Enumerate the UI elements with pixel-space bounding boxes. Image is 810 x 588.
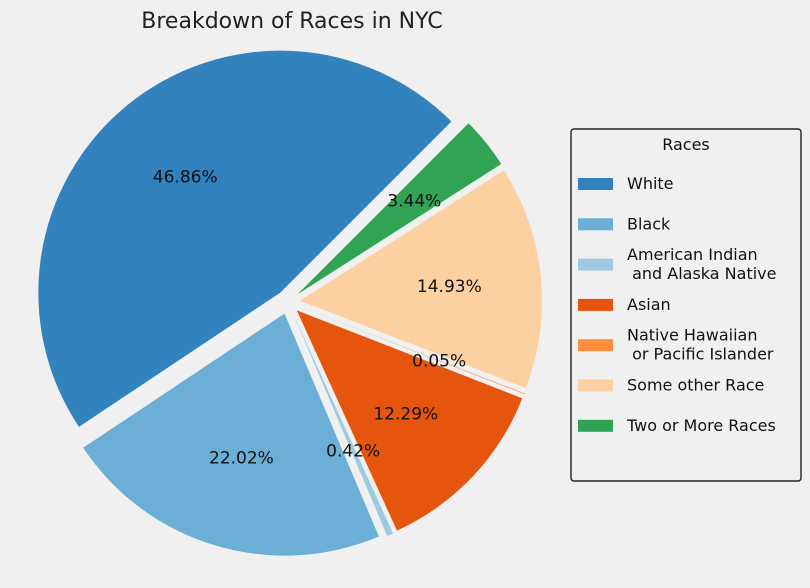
- legend-entry-3: Asian: [627, 295, 671, 314]
- pie-slice-3: [296, 310, 523, 531]
- pie-slices: [38, 50, 543, 556]
- slice-label-1: 22.02%: [209, 448, 274, 468]
- legend-swatch-1: [578, 218, 613, 231]
- slice-label-0: 46.86%: [153, 168, 218, 188]
- legend-entry-line: Native Hawaiian: [627, 326, 757, 345]
- legend: Races White Black American Indian and Alas…: [570, 128, 802, 482]
- slice-label-3: 12.29%: [373, 404, 438, 424]
- legend-entry-line: American Indian: [627, 245, 758, 264]
- legend-swatch-3: [578, 298, 613, 311]
- legend-box: [570, 128, 802, 482]
- pie-slice-2: [292, 313, 394, 536]
- legend-entry-line: or Pacific Islander: [627, 345, 774, 364]
- pie-slice-5: [300, 170, 543, 389]
- legend-entry-0: White: [627, 174, 674, 193]
- slice-label-6: 3.44%: [387, 191, 441, 211]
- legend-entry-5: Some other Race: [627, 376, 764, 395]
- legend-entry-4: Native Hawaiian or Pacific Islander: [627, 326, 774, 364]
- legend-entry-2: American Indian and Alaska Native: [627, 245, 776, 283]
- pie-slice-1: [83, 313, 379, 556]
- legend-swatch-6: [578, 419, 613, 432]
- pie-labels: 46.86% 22.02% 0.42% 12.29% 0.05% 14.93% 3.44%: [153, 168, 482, 469]
- legend-entry-line: White: [627, 174, 674, 193]
- slice-label-2: 0.42%: [326, 441, 380, 461]
- legend-swatch-5: [578, 379, 613, 392]
- legend-entry-line: Two or More Races: [626, 416, 776, 435]
- slice-label-4: 0.05%: [412, 352, 466, 372]
- legend-swatch-2: [578, 258, 613, 271]
- slice-label-5: 14.93%: [417, 277, 482, 297]
- legend-entry-6: Two or More Races: [626, 416, 776, 435]
- pie-slice-0: [38, 50, 452, 427]
- legend-entry-line: Asian: [627, 295, 671, 314]
- legend-swatch-4: [578, 339, 613, 352]
- legend-entry-line: and Alaska Native: [627, 264, 776, 283]
- legend-title: Races: [662, 135, 710, 154]
- pie-slice-4: [299, 306, 526, 395]
- pie-slice-6: [297, 123, 502, 295]
- chart-title: Breakdown of Races in NYC: [141, 9, 442, 34]
- legend-swatch-0: [578, 178, 613, 190]
- legend-entry-line: Black: [627, 214, 671, 233]
- legend-entry-1: Black: [627, 214, 671, 233]
- legend-entry-line: Some other Race: [627, 376, 764, 395]
